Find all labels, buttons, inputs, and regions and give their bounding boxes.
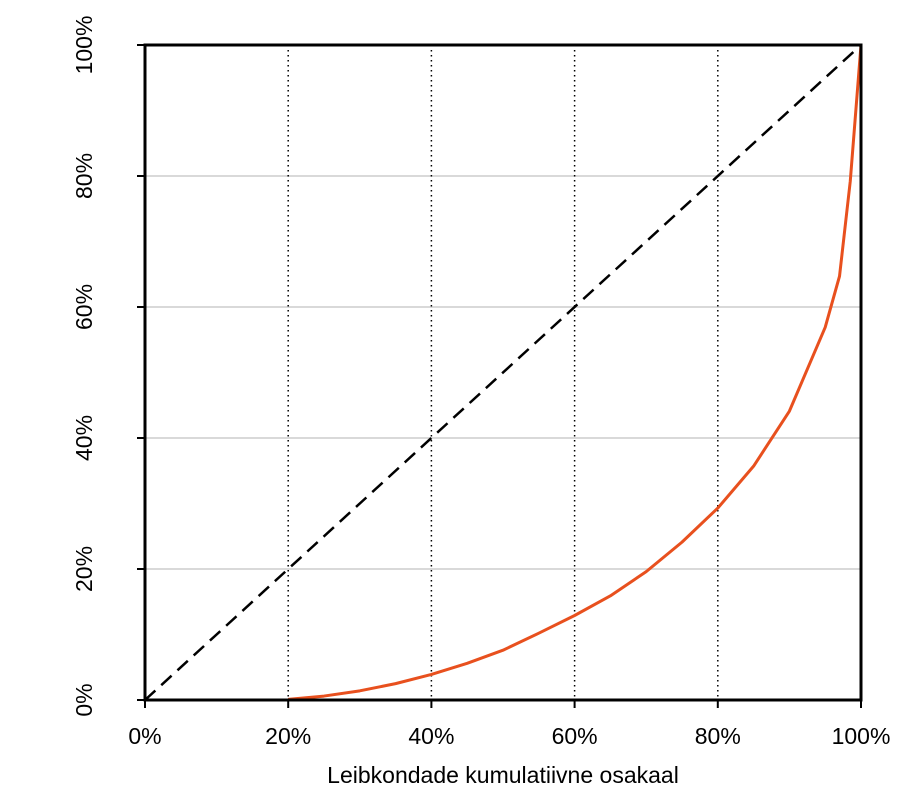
frame-layer — [143, 43, 863, 702]
x-tick-label: 60% — [552, 723, 598, 749]
grid-layer — [145, 45, 861, 700]
y-tick-label: 20% — [71, 546, 97, 592]
x-tick-label: 0% — [128, 723, 161, 749]
series-layer — [144, 44, 863, 701]
x-axis-title: Leibkondade kumulatiivne osakaal — [327, 762, 679, 788]
lorenz-curve — [288, 44, 863, 701]
y-tick-label: 40% — [71, 415, 97, 461]
tick-layer — [137, 44, 862, 708]
label-layer: 0% 20% 40% 60% 80% 100% 0% 20% 40% 60% 80% 100% — [71, 16, 890, 749]
y-tick-label: 100% — [71, 16, 97, 75]
x-tick-label: 20% — [265, 723, 311, 749]
x-tick-label: 80% — [695, 723, 741, 749]
x-tick-label: 100% — [832, 723, 891, 749]
y-tick-label: 80% — [71, 153, 97, 199]
y-tick-label: 60% — [71, 284, 97, 330]
x-tick-label: 40% — [408, 723, 454, 749]
equality-line — [144, 44, 862, 701]
y-tick-label: 0% — [71, 683, 97, 716]
plot-frame — [143, 43, 863, 702]
